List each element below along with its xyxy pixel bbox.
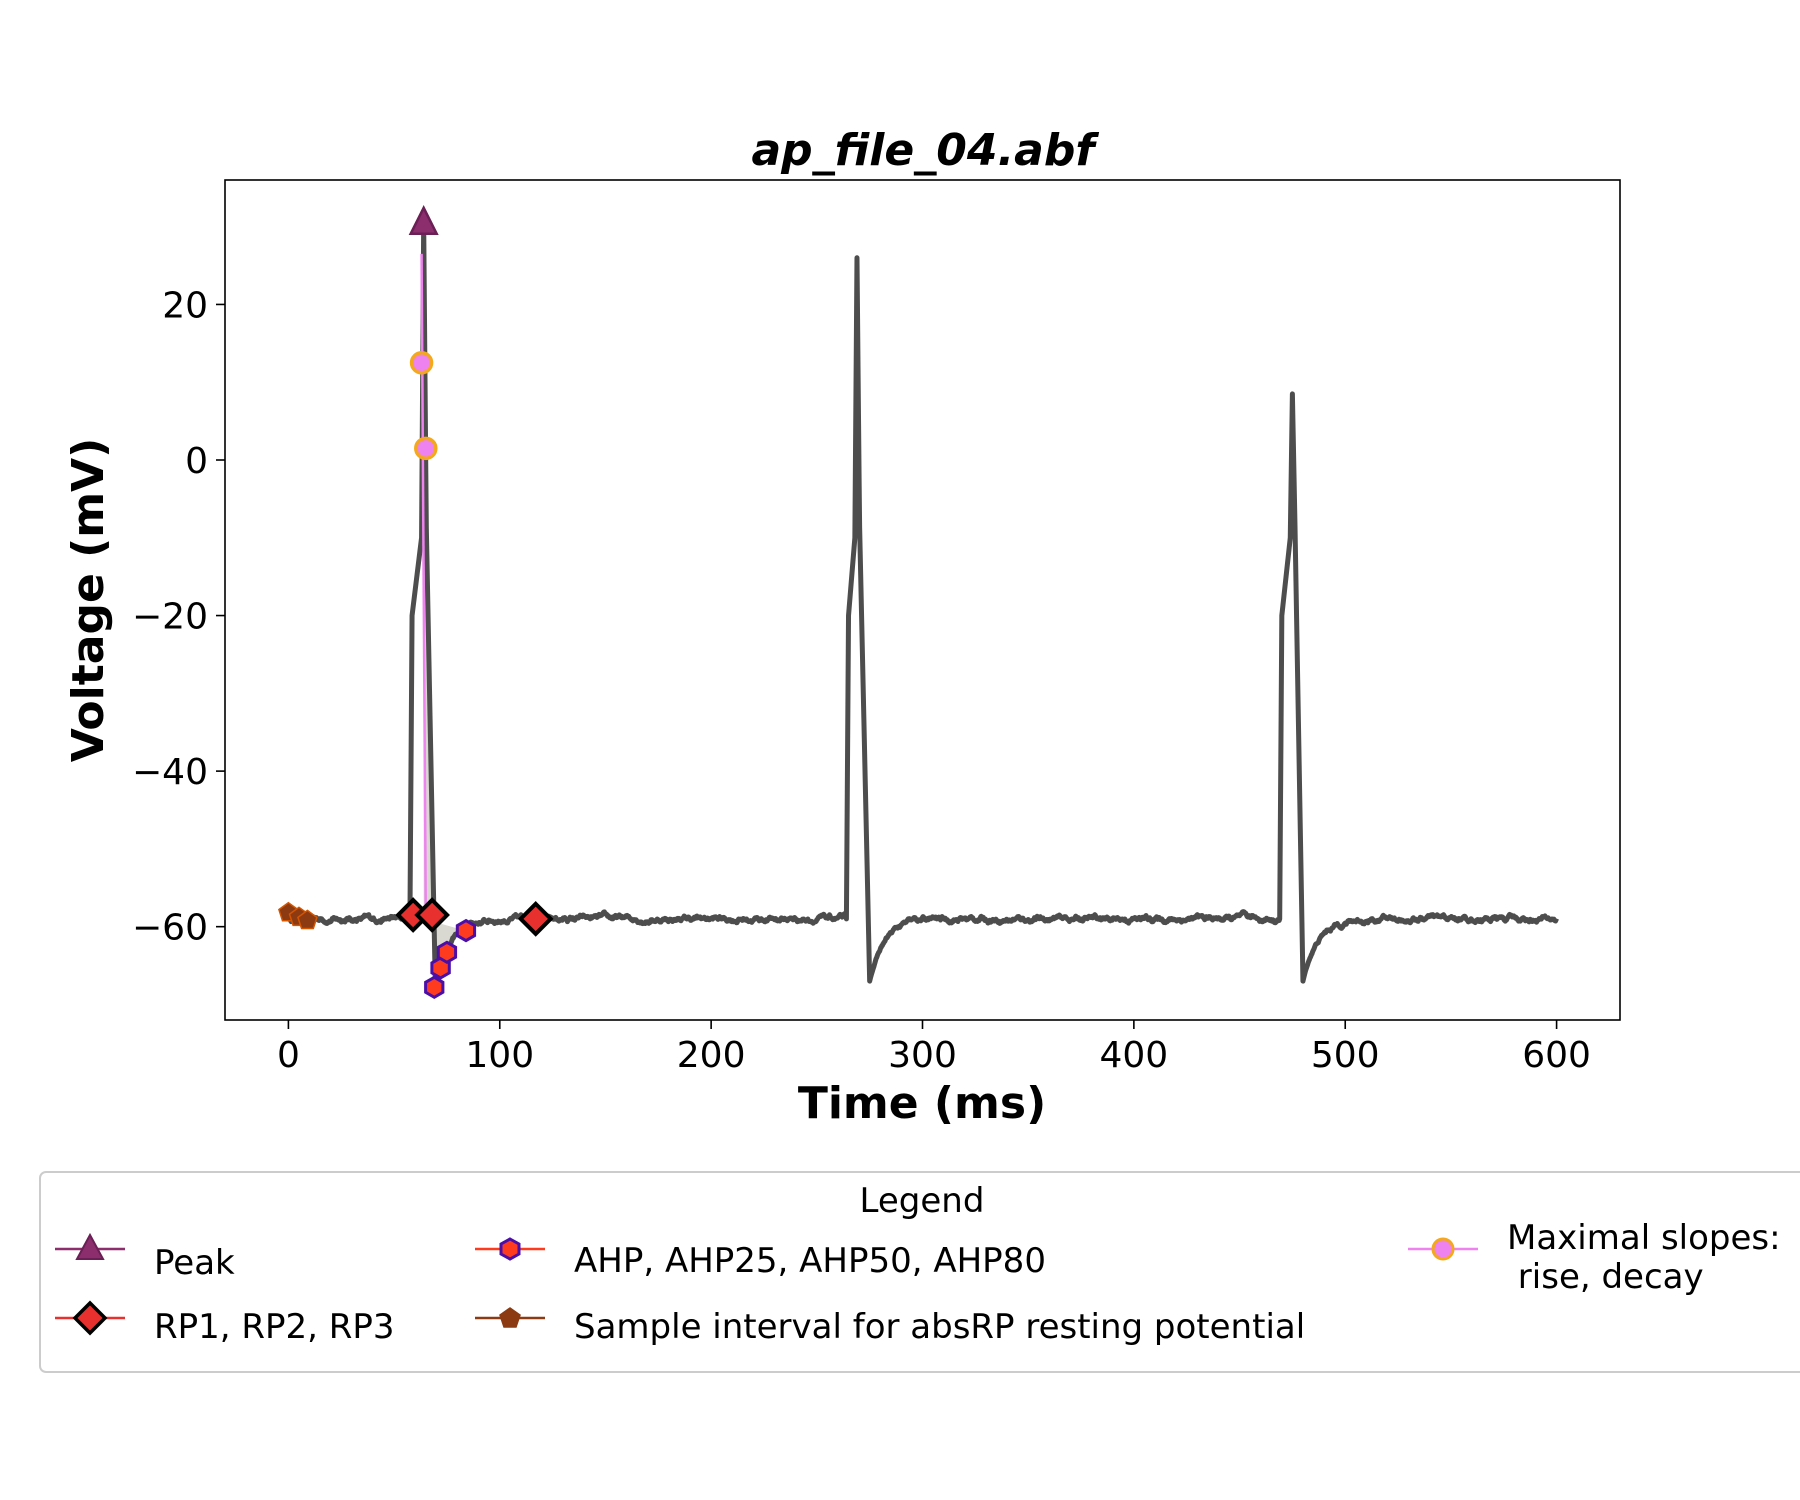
peak-marker [408,204,439,236]
max-slope-marker [414,436,438,461]
x-axis: 0 100 200 300 400 500 600 [277,1020,1591,1076]
x-tick-label: 200 [677,1035,746,1076]
legend-entry-slopes: Maximal slopes: rise, decay [1408,1218,1781,1297]
x-tick-label: 300 [888,1035,957,1076]
ahp-marker [455,918,477,943]
y-tick-label: −40 [132,752,208,793]
voltage-trace-layer [286,220,1559,988]
x-axis-label: Time (ms) [798,1078,1046,1129]
x-tick-label: 100 [465,1035,534,1076]
legend-label-peak: Peak [154,1243,235,1283]
rp-marker [414,897,450,933]
legend-label-ahp: AHP, AHP25, AHP50, AHP80 [574,1241,1046,1281]
legend-ahp-marker [499,1237,521,1261]
ahp-marker [424,975,445,1000]
max-slope-marker [409,351,434,375]
y-tick-label: −20 [132,597,208,638]
legend-rp-marker [72,1300,108,1336]
x-tick-label: 400 [1100,1035,1169,1076]
legend-entry-peak: Peak [55,1232,235,1283]
plot-area [224,179,1621,1021]
legend-label-slopes-2: rise, decay [1507,1257,1704,1297]
y-tick-label: 20 [162,285,208,326]
rp-marker [517,901,554,937]
legend-entry-ahp: AHP, AHP25, AHP50, AHP80 [475,1237,1046,1281]
marker-layer [278,204,554,1000]
x-tick-label: 0 [277,1035,300,1076]
x-tick-label: 500 [1311,1035,1380,1076]
legend-peak-marker [75,1232,105,1260]
ahp-marker [436,940,458,965]
legend-box [39,1171,1800,1373]
legend-slopes-marker [1431,1237,1455,1261]
voltage-trace [286,220,1559,988]
legend-label-sample: Sample interval for absRP resting potent… [574,1307,1305,1347]
legend: Legend Peak RP1, RP2, RP3 AHP, AHP25, AH… [39,1171,1800,1373]
y-tick-label: 0 [185,441,208,482]
legend-label-slopes-1: Maximal slopes: [1507,1218,1781,1258]
x-tick-label: 600 [1522,1035,1591,1076]
y-tick-label: −60 [132,908,208,949]
legend-entry-sample: Sample interval for absRP resting potent… [475,1307,1305,1347]
legend-entry-rp: RP1, RP2, RP3 [55,1300,395,1347]
legend-title: Legend [860,1181,985,1221]
sample-interval-marker [297,909,318,930]
legend-label-rp: RP1, RP2, RP3 [154,1307,395,1347]
legend-sample-marker [499,1307,521,1328]
chart-title: ap_file_04.abf [751,125,1099,176]
y-axis: −60 −40 −20 0 20 [132,285,225,949]
y-axis-label: Voltage (mV) [63,438,114,762]
